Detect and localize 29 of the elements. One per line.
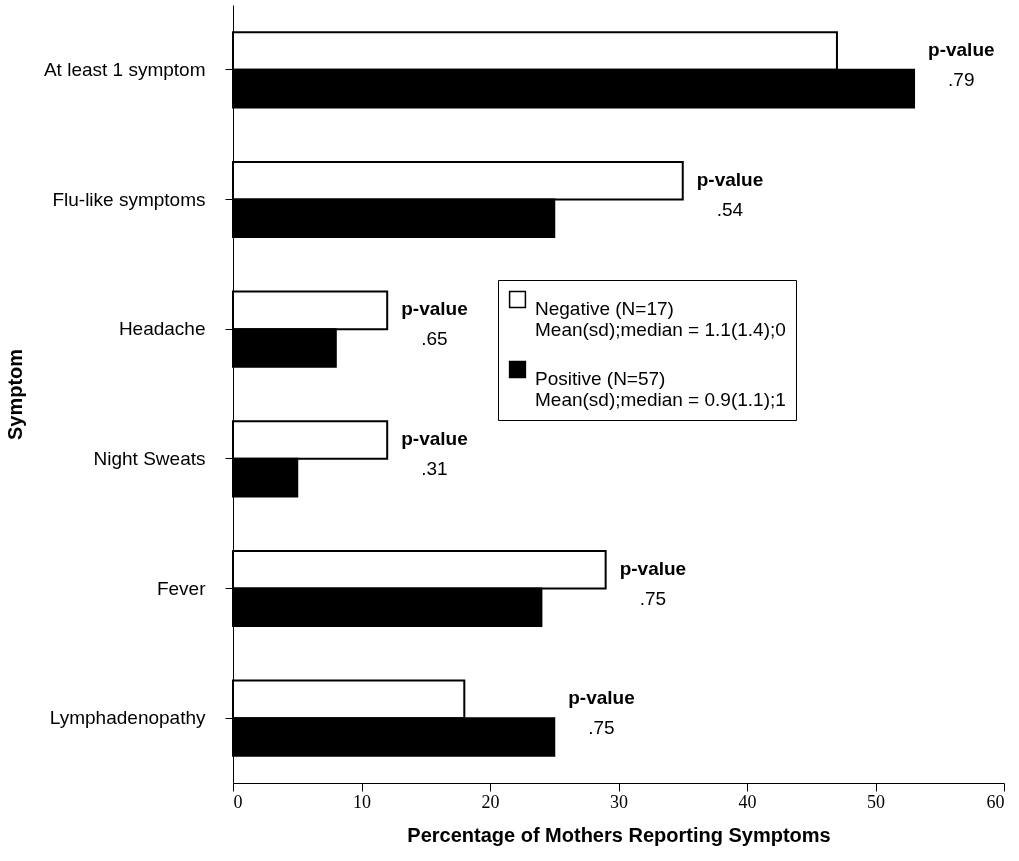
x-tick-label: 10 [353,791,371,812]
annotation: p-value [401,298,468,320]
annotation: p-value [401,427,468,449]
annotation: .79 [948,68,975,90]
y-tick-label: At least 1 symptom [43,58,206,80]
x-tick-label: 60 [986,791,1005,812]
annotation: p-value [568,687,635,709]
x-tick-label: 0 [233,791,243,812]
y-tick-label: Flu-like symptoms [52,188,206,210]
annotation: .54 [716,198,744,220]
x-tick-label: 30 [610,791,628,812]
legend-label: Negative (N=17) Mean(sd);median = 1.1(1.4);0 [535,297,786,340]
y-axis-title: Symptom [3,348,26,441]
annotation: p-value [928,38,995,60]
y-tick-label: Night Sweats [93,447,206,469]
annotation: p-value [696,168,764,190]
annotation: .31 [421,457,448,479]
y-tick-label: Fever [156,577,207,599]
annotation: .75 [588,717,615,739]
x-axis-title: Percentage of Mothers Reporting Symptoms [407,823,831,846]
annotation: p-value [619,557,687,579]
x-tick-label: 50 [867,791,885,812]
y-tick-label: Lymphadenopathy [49,707,206,729]
x-tick-label: 40 [738,791,757,812]
y-tick-label: Headache [118,318,206,340]
annotation: .75 [639,587,667,609]
annotation: .65 [421,328,448,350]
legend-label: Positive (N=57) Mean(sd);median = 0.9(1.1);1 [535,367,786,410]
x-tick-label: 20 [481,791,500,812]
